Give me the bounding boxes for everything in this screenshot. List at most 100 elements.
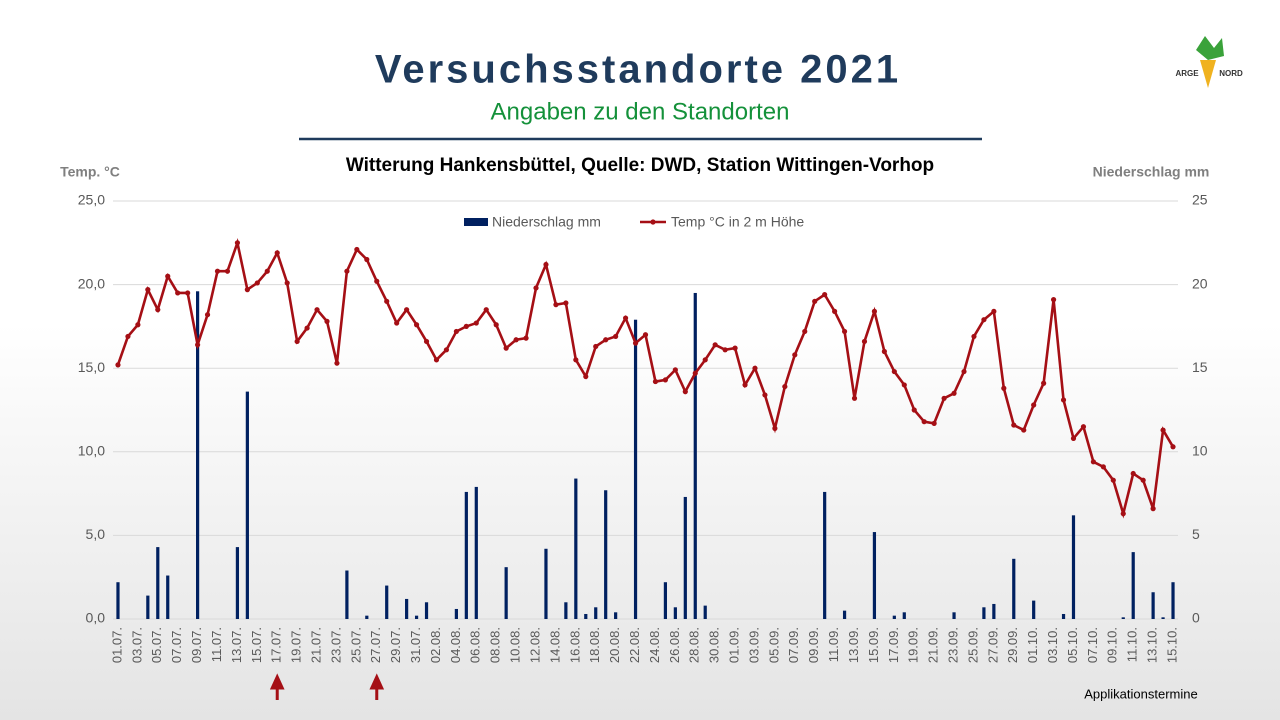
x-tick-label: 02.08.: [428, 627, 443, 663]
temp-point: [324, 318, 330, 324]
x-tick-label: 05.10.: [1065, 627, 1080, 663]
x-tick-label: 13.10.: [1145, 627, 1160, 663]
application-arrow: [369, 673, 385, 700]
precip-bar: [1121, 617, 1125, 619]
precip-bar: [424, 602, 429, 619]
temp-point: [832, 308, 838, 314]
x-tick-label: 13.09.: [846, 627, 861, 663]
temp-point: [1100, 464, 1106, 470]
precip-bar: [594, 607, 598, 619]
temp-point: [622, 315, 629, 321]
temp-point: [702, 357, 708, 363]
precip-bar: [1171, 582, 1175, 619]
x-tick-label: 07.09.: [786, 627, 801, 663]
x-tick-label: 27.07.: [368, 627, 383, 663]
precip-bar: [663, 582, 668, 619]
temp-point: [334, 360, 340, 366]
temp-point: [642, 332, 649, 338]
chart-heading: Witterung Hankensbüttel, Quelle: DWD, St…: [346, 155, 934, 176]
temp-point: [374, 278, 380, 284]
temp-point: [1080, 424, 1087, 430]
temp-point: [861, 338, 868, 345]
temp-point: [1160, 427, 1166, 433]
logo-text: NORD: [1219, 69, 1243, 78]
x-tick-label: 03.10.: [1045, 627, 1060, 663]
legend-label: Temp °C in 2 m Höhe: [671, 214, 804, 230]
precip-bar: [156, 547, 160, 619]
temp-point: [1150, 506, 1156, 512]
precip-bar: [892, 615, 896, 619]
x-tick-label: 05.09.: [766, 627, 781, 663]
temp-point: [613, 333, 619, 340]
temp-point: [135, 322, 141, 328]
x-tick-label: 25.09.: [965, 627, 980, 663]
x-tick-label: 28.08.: [687, 627, 702, 663]
temp-point: [841, 328, 848, 335]
x-tick-label: 17.09.: [886, 627, 901, 663]
legend-swatch: [464, 218, 488, 226]
temp-point: [1110, 477, 1116, 483]
x-tick-label: 11.09.: [826, 627, 841, 662]
x-tick-label: 01.10.: [1025, 627, 1040, 663]
temp-point: [453, 328, 459, 335]
temp-point: [354, 246, 360, 253]
temp-point: [752, 365, 758, 371]
temp-point: [523, 335, 529, 341]
x-tick-label: 12.08.: [527, 627, 542, 663]
y2-tick-label: 0: [1192, 610, 1200, 626]
logo-text: ARGE: [1175, 69, 1199, 78]
temp-point: [1021, 427, 1027, 433]
logo: ARGE NORD: [1175, 36, 1243, 88]
x-tick-label: 04.08.: [448, 627, 463, 663]
x-tick-label: 01.07.: [109, 627, 124, 663]
temp-point: [1060, 397, 1067, 403]
temp-point: [503, 345, 509, 351]
precip-bar: [982, 607, 986, 619]
temp-point: [155, 307, 161, 313]
temp-point: [971, 333, 977, 340]
temp-point: [125, 333, 131, 340]
precip-bar: [842, 610, 847, 619]
precip-bar: [454, 608, 458, 619]
x-tick-label: 07.10.: [1085, 627, 1100, 663]
temp-point: [682, 389, 688, 395]
temp-point: [304, 325, 310, 331]
temp-point: [433, 357, 440, 363]
x-tick-label: 17.07.: [269, 627, 284, 663]
y2-tick-label: 20: [1192, 275, 1208, 291]
temp-point: [493, 322, 499, 328]
temp-point: [443, 347, 450, 353]
x-tick-label: 11.10.: [1125, 627, 1140, 662]
temp-point: [185, 290, 191, 296]
temp-point: [792, 352, 798, 358]
x-tick-label: 06.08.: [468, 627, 483, 663]
subtitle: Angaben zu den Standorten: [491, 98, 790, 125]
temp-point: [294, 338, 300, 345]
temp-point: [1001, 385, 1007, 391]
temp-point: [175, 290, 181, 296]
temp-point: [423, 338, 430, 345]
precip-bar: [992, 603, 996, 619]
temp-point: [772, 425, 778, 431]
precip-bar: [1012, 558, 1016, 619]
temp-point: [1170, 444, 1176, 450]
x-tick-label: 30.08.: [707, 627, 722, 663]
temp-point: [413, 322, 420, 328]
precip-bar: [1131, 552, 1135, 619]
y-tick-label: 20,0: [78, 275, 105, 291]
precip-bar: [196, 291, 200, 619]
title: Versuchsstandorte 2021: [375, 48, 901, 92]
temp-point: [1050, 297, 1057, 303]
temp-point: [991, 308, 997, 314]
x-tick-label: 23.07.: [328, 627, 343, 663]
temp-point: [394, 320, 400, 326]
precip-bar: [823, 491, 827, 619]
x-tick-label: 29.09.: [1005, 627, 1020, 663]
y2-axis-title: Niederschlag mm: [1093, 164, 1210, 180]
precip-bar: [872, 532, 877, 619]
temp-point: [543, 261, 549, 268]
temp-point: [871, 308, 878, 314]
precip-bar: [365, 615, 369, 619]
temp-point: [1090, 459, 1096, 465]
